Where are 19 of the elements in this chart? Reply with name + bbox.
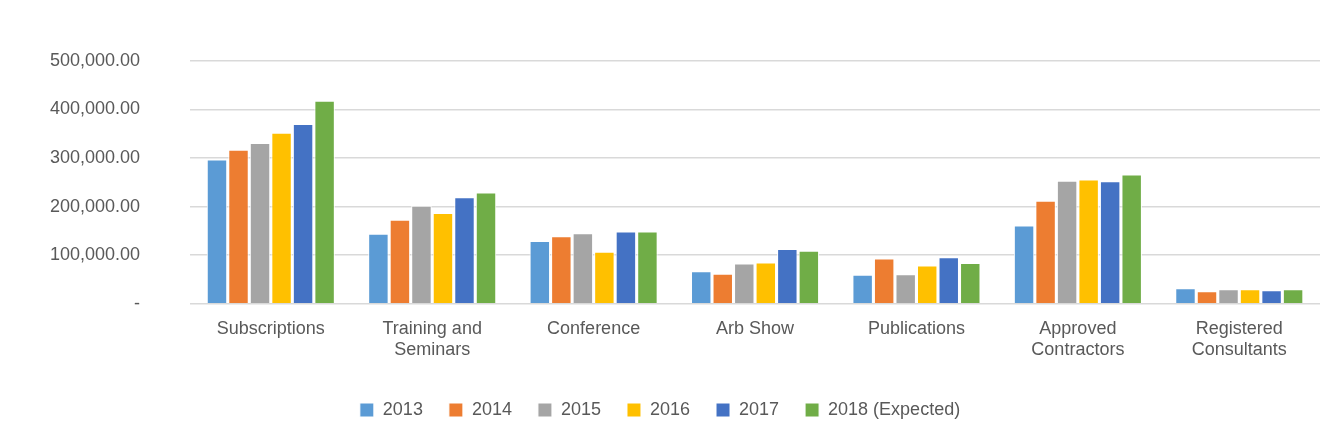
legend-label: 2014 <box>471 398 512 419</box>
legend-label: 2018 (Expected) <box>828 398 961 419</box>
x-tick-label: Arb Show <box>716 317 796 338</box>
x-tick-label: Approved Contractors <box>1031 317 1125 360</box>
legend-label: 2017 <box>739 398 780 419</box>
legend-label: 2015 <box>560 398 601 419</box>
y-tick-label: 200,000.00 <box>49 195 141 216</box>
y-tick-label: - <box>134 292 141 313</box>
legend-label: 2013 <box>382 398 423 419</box>
y-tick-label: 500,000.00 <box>49 49 141 70</box>
x-tick-label: Registered Consultants <box>1191 317 1287 360</box>
y-tick-label: 100,000.00 <box>49 244 141 265</box>
x-tick-label: Training and Seminars <box>382 317 482 360</box>
y-tick-label: 400,000.00 <box>49 98 141 119</box>
x-tick-label: Conference <box>547 317 641 338</box>
legend-label: 2016 <box>649 398 691 419</box>
y-tick-label: 300,000.00 <box>49 146 141 167</box>
x-tick-label: Subscriptions <box>216 317 325 338</box>
x-tick-label: Publications <box>867 317 965 338</box>
